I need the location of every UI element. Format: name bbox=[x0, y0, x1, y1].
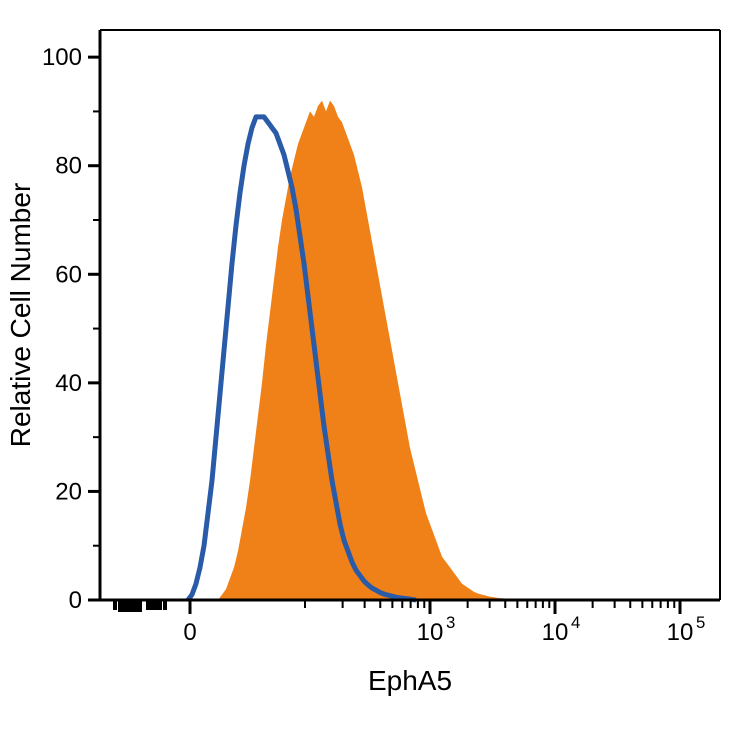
svg-text:5: 5 bbox=[696, 613, 705, 632]
svg-text:20: 20 bbox=[55, 478, 82, 505]
svg-text:10: 10 bbox=[542, 619, 569, 646]
svg-text:100: 100 bbox=[42, 44, 82, 71]
svg-text:80: 80 bbox=[55, 153, 82, 180]
flow-cytometry-histogram: 0204060801000103104105Relative Cell Numb… bbox=[0, 0, 743, 743]
svg-text:10: 10 bbox=[417, 619, 444, 646]
svg-text:0: 0 bbox=[183, 619, 196, 646]
y-axis-label: Relative Cell Number bbox=[5, 183, 36, 448]
svg-text:3: 3 bbox=[446, 613, 455, 632]
svg-text:40: 40 bbox=[55, 370, 82, 397]
chart-svg: 0204060801000103104105Relative Cell Numb… bbox=[0, 0, 743, 743]
svg-text:4: 4 bbox=[571, 613, 580, 632]
x-axis-label: EphA5 bbox=[368, 665, 452, 696]
svg-text:60: 60 bbox=[55, 261, 82, 288]
svg-text:0: 0 bbox=[69, 587, 82, 614]
svg-text:10: 10 bbox=[667, 619, 694, 646]
